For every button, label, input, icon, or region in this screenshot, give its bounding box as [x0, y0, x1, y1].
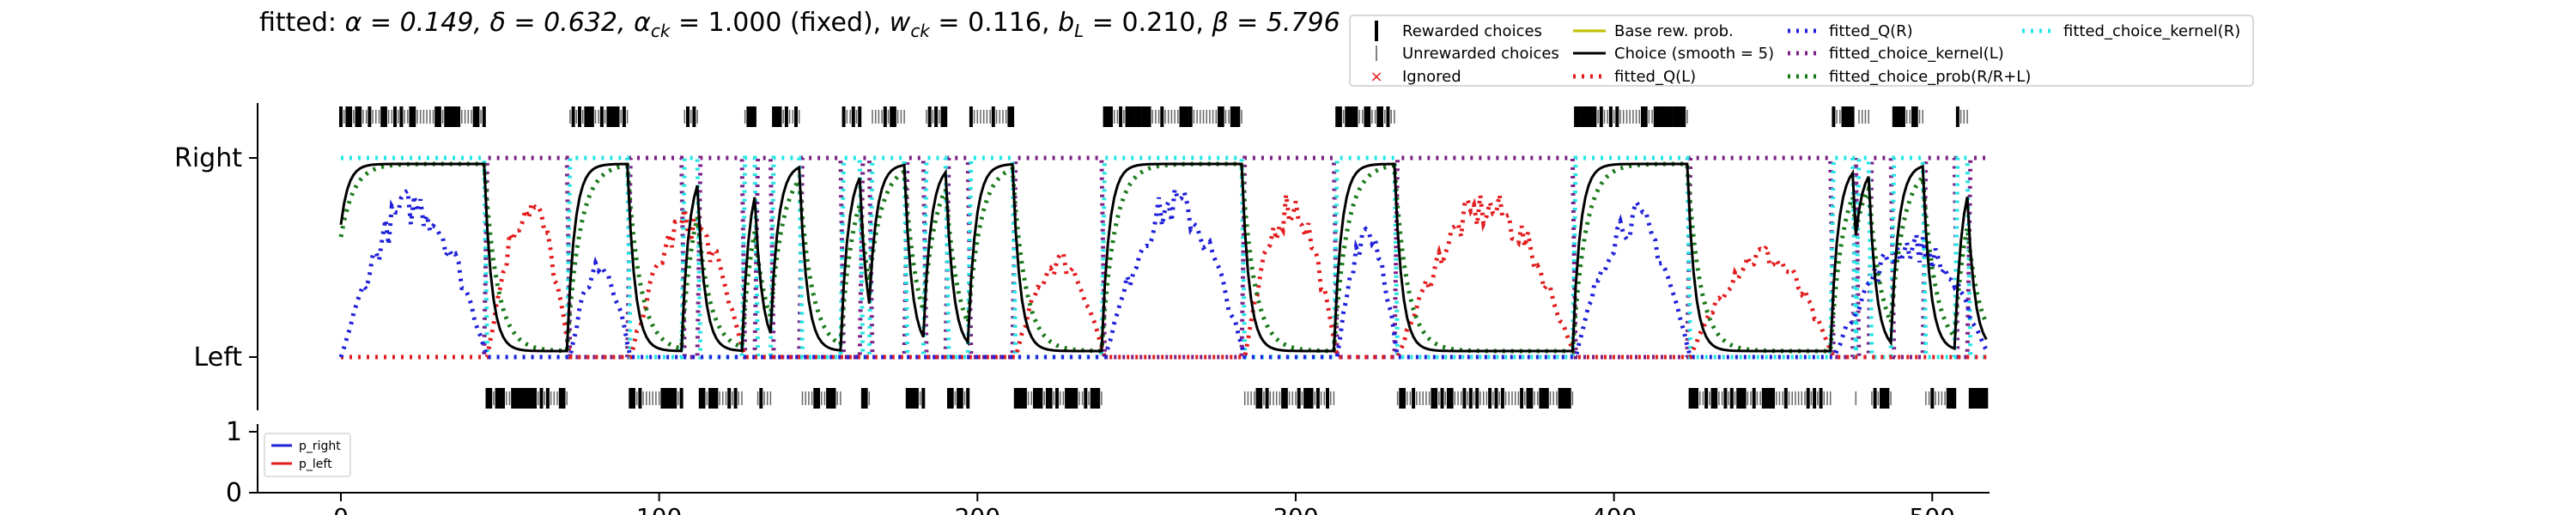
- legend-unrewarded-choices-label: Unrewarded choices: [1402, 45, 1559, 63]
- xtick-label: 0: [333, 503, 349, 515]
- legend-fitted-choice-prob-r-r-l-label: fitted_choice_prob(R/R+L): [1829, 68, 2031, 86]
- legend-frame: [1349, 15, 2254, 87]
- fitted-q-right-line: [338, 185, 1989, 360]
- legend-fitted-choice-kernel-l-label: fitted_choice_kernel(L): [1829, 45, 2004, 63]
- legend-p-left-label: p_left: [299, 457, 332, 471]
- ytick-label-left: Left: [194, 342, 243, 373]
- chart-title: fitted: α = 0.149, δ = 0.632, αck = 1.00…: [259, 8, 1340, 41]
- legend-p-right-label: p_right: [299, 439, 341, 453]
- lower-ytick-label-1: 1: [226, 417, 242, 447]
- xtick-label: 500: [1910, 503, 1955, 515]
- legend-ignored-label: Ignored: [1402, 68, 1461, 86]
- ytick-label-right: Right: [174, 143, 242, 173]
- lower-legend: p_right p_left: [264, 433, 351, 477]
- legend-choice-smooth-5-label: Choice (smooth = 5): [1614, 45, 1774, 63]
- legend-rewarded-choices-label: Rewarded choices: [1402, 22, 1542, 40]
- fitted-choice-prob-line: [338, 161, 1989, 354]
- xtick-label: 300: [1273, 503, 1318, 515]
- xtick-label: 400: [1591, 503, 1637, 515]
- xtick-label: 200: [955, 503, 1000, 515]
- xtick-label: 100: [636, 503, 682, 515]
- choice-smooth-line: [339, 162, 1988, 353]
- legend-ignored-marker: ×: [1370, 68, 1382, 86]
- probability-panel: 1 0 0 100 200 300 400 500 p_right p_left: [226, 417, 1990, 515]
- fitted-q-left-line: [341, 193, 1987, 360]
- main-legend: Rewarded choices Unrewarded choices × Ignor…: [1349, 15, 2254, 87]
- left-choice-ticks: [485, 388, 1989, 409]
- right-choice-ticks: [339, 106, 1968, 127]
- fitted-choice-kernel-left-line: [341, 155, 1987, 360]
- legend-fitted-q-l-label: fitted_Q(L): [1614, 68, 1696, 86]
- legend-base-rew-prob-label: Base rew. prob.: [1614, 22, 1734, 40]
- lower-ytick-label-0: 0: [226, 478, 242, 508]
- choice-history-panel: Right Left: [174, 103, 1989, 410]
- legend-fitted-choice-kernel-r-label: fitted_choice_kernel(R): [2063, 22, 2240, 40]
- x-ticks: 0 100 200 300 400 500: [333, 493, 1955, 515]
- model-curves: [338, 155, 1989, 360]
- fitted-choice-kernel-right-line: [341, 155, 1987, 360]
- legend-fitted-q-r-label: fitted_Q(R): [1829, 22, 1913, 40]
